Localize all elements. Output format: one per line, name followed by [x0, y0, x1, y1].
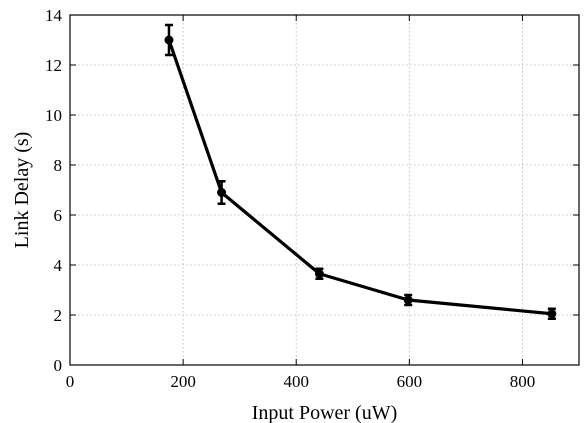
x-axis-label: Input Power (uW) [252, 402, 398, 423]
data-point [547, 309, 557, 319]
y-tick-label: 0 [54, 356, 63, 375]
x-tick-label: 0 [66, 372, 75, 391]
plot-frame [69, 14, 580, 366]
data-point [217, 188, 227, 197]
x-tick-label: 400 [283, 372, 309, 391]
x-tick-label: 600 [397, 372, 423, 391]
y-tick-label: 6 [54, 206, 63, 225]
y-tick-label: 12 [45, 56, 62, 75]
y-axis-label: Link Delay (s) [11, 132, 33, 249]
axis-ticks: 0 2 4 6 8 10 12 14 0 200 400 600 800 [45, 6, 579, 391]
y-tick-label: 14 [45, 6, 63, 25]
data-point [314, 269, 324, 279]
y-tick-label: 8 [54, 156, 63, 175]
y-tick-label: 10 [45, 106, 62, 125]
y-tick-label: 2 [54, 306, 63, 325]
data-point [164, 35, 174, 45]
x-tick-label: 800 [510, 372, 536, 391]
y-tick-label: 4 [54, 256, 63, 275]
grid-lines [70, 15, 579, 365]
data-point [403, 295, 413, 305]
series-line [167, 39, 553, 316]
x-tick-label: 200 [170, 372, 196, 391]
data-series [164, 23, 557, 320]
